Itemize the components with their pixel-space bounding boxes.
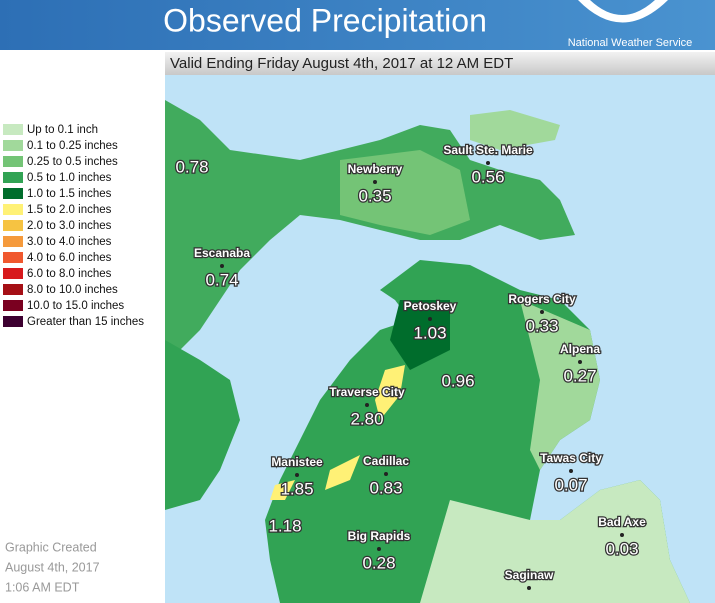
legend-swatch — [3, 204, 23, 215]
city-dot — [365, 403, 369, 407]
logo — [578, 0, 668, 23]
legend-label: 3.0 to 4.0 inches — [27, 236, 112, 248]
map-labels: Newberry 0.35 Sault Ste. Marie 0.56 Escanaba… — [174, 142, 647, 590]
legend-swatch — [3, 172, 23, 183]
legend-swatch — [3, 156, 23, 167]
legend: Up to 0.1 inch 0.1 to 0.25 inches 0.25 to … — [3, 124, 144, 328]
precip-value: 0.03 — [605, 539, 638, 558]
precip-value: 2.80 — [350, 409, 383, 428]
legend-label: 8.0 to 10.0 inches — [27, 284, 118, 296]
precip-value: 1.03 — [413, 323, 446, 342]
city-dot — [384, 472, 388, 476]
legend-label: Up to 0.1 inch — [27, 124, 98, 136]
city-name: Sault Ste. Marie — [443, 143, 533, 157]
precip-value: 0.96 — [441, 371, 474, 390]
legend-label: 1.5 to 2.0 inches — [27, 204, 112, 216]
precip-value: 1.85 — [280, 479, 313, 498]
city-name: Escanaba — [194, 246, 250, 260]
legend-swatch — [3, 124, 23, 135]
city-dot — [220, 264, 224, 268]
precip-value: 0.78 — [175, 157, 208, 176]
city-dot — [486, 161, 490, 165]
legend-label: 0.25 to 0.5 inches — [27, 156, 118, 168]
legend-swatch — [3, 140, 23, 151]
city-name: Tawas City — [540, 451, 602, 465]
city-dot — [620, 533, 624, 537]
legend-label: 10.0 to 15.0 inches — [27, 300, 124, 312]
legend-label: 2.0 to 3.0 inches — [27, 220, 112, 232]
city-dot — [295, 473, 299, 477]
city-name: Manistee — [271, 455, 323, 469]
footer-line: Graphic Created — [5, 540, 97, 554]
city-dot — [373, 180, 377, 184]
city-name: Cadillac — [363, 454, 409, 468]
valid-time: Valid Ending Friday August 4th, 2017 at … — [170, 55, 513, 72]
legend-swatch — [3, 220, 23, 231]
precip-value: 1.18 — [268, 516, 301, 535]
precip-value: 0.28 — [362, 553, 395, 572]
precip-value: 0.83 — [369, 478, 402, 497]
city-dot — [377, 547, 381, 551]
city-dot — [527, 586, 531, 590]
legend-swatch — [3, 300, 23, 311]
city-name: Traverse City — [329, 385, 405, 399]
title: Observed Precipitation — [163, 2, 487, 38]
city-dot — [428, 317, 432, 321]
city-dot — [578, 360, 582, 364]
legend-swatch — [3, 268, 23, 279]
legend-label: Greater than 15 inches — [27, 316, 144, 328]
footer-line: 1:06 AM EDT — [5, 580, 80, 594]
legend-label: 6.0 to 8.0 inches — [27, 268, 112, 280]
legend-label: 0.1 to 0.25 inches — [27, 140, 118, 152]
precip-value: 0.27 — [563, 366, 596, 385]
precip-value: 0.74 — [205, 270, 238, 289]
legend-swatch — [3, 316, 23, 327]
legend-swatch — [3, 252, 23, 263]
subheader-bar — [165, 52, 715, 75]
agency: National Weather Service — [568, 37, 693, 49]
legend-swatch — [3, 236, 23, 247]
legend-label: 0.5 to 1.0 inches — [27, 172, 112, 184]
legend-swatch — [3, 188, 23, 199]
city-dot — [569, 469, 573, 473]
precip-value: 0.35 — [358, 186, 391, 205]
city-name: Saginaw — [505, 568, 554, 582]
city-name: Newberry — [348, 162, 403, 176]
land — [165, 100, 690, 603]
precip-value: 0.56 — [471, 167, 504, 186]
city-name: Big Rapids — [348, 529, 411, 543]
footer: Graphic Created August 4th, 2017 1:06 AM E… — [5, 540, 100, 594]
legend-swatch — [3, 284, 23, 295]
city-name: Rogers City — [508, 292, 576, 306]
precip-value: 0.07 — [554, 475, 587, 494]
city-name: Petoskey — [404, 299, 457, 313]
legend-label: 4.0 to 6.0 inches — [27, 252, 112, 264]
precip-value: 0.33 — [525, 316, 558, 335]
footer-line: August 4th, 2017 — [5, 560, 100, 574]
city-dot — [540, 310, 544, 314]
legend-label: 1.0 to 1.5 inches — [27, 188, 112, 200]
city-name: Bad Axe — [598, 515, 646, 529]
city-name: Alpena — [560, 342, 600, 356]
